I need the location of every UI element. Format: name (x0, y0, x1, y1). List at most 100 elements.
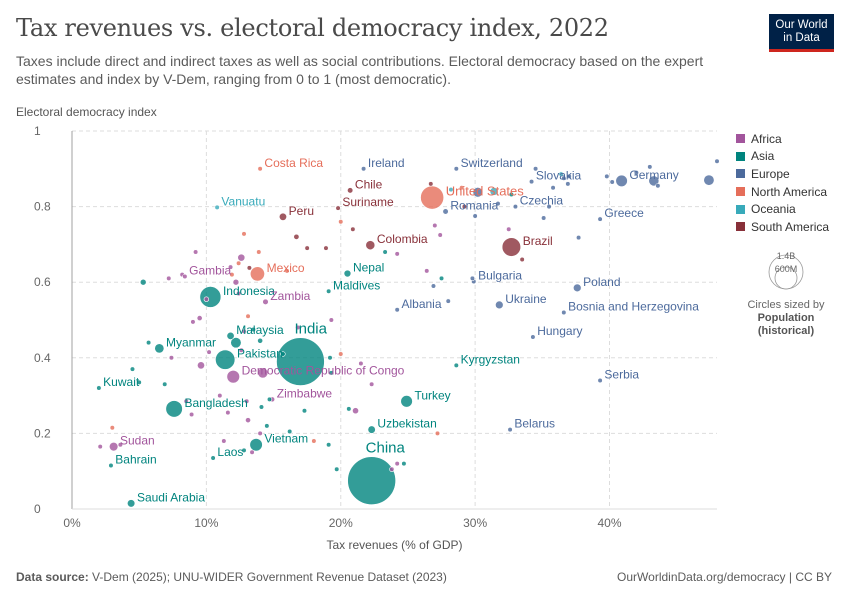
point (166, 275, 172, 282)
point-albania (394, 307, 400, 313)
point (565, 181, 571, 187)
point-label: Saudi Arabia (137, 490, 205, 504)
legend-item-south-america[interactable]: South America (736, 218, 829, 236)
point-label: Greece (604, 206, 644, 220)
point-kuwait (96, 385, 102, 391)
footer-source: Data source: V-Dem (2025); UNU-WIDER Gov… (16, 570, 447, 584)
legend-label: North America (751, 184, 828, 199)
footer-url[interactable]: OurWorldinData.org/democracy | CC BY (617, 570, 832, 584)
point-label: Nepal (353, 261, 384, 275)
point-label: Uzbekistan (377, 417, 436, 431)
point-label: Bahrain (115, 453, 156, 467)
point (389, 466, 395, 472)
point (232, 278, 240, 286)
point-label: Kuwait (103, 375, 140, 389)
point-united-states (420, 185, 445, 210)
point-maldives (326, 288, 332, 294)
point-label: Belarus (514, 417, 555, 431)
point-label: Ireland (368, 156, 405, 170)
point (229, 272, 235, 278)
point (117, 442, 123, 448)
point (250, 326, 257, 333)
point-slovakia (528, 179, 535, 185)
point (703, 174, 715, 186)
point (327, 355, 333, 361)
point (369, 381, 375, 387)
point-chile (347, 187, 354, 194)
point (225, 410, 231, 416)
point-label: Gambia (189, 264, 231, 278)
legend-item-africa[interactable]: Africa (736, 130, 829, 148)
point-label: Pakistan (237, 347, 283, 361)
point (519, 256, 525, 263)
point (293, 233, 300, 240)
point-label: Switzerland (461, 156, 523, 170)
point (311, 438, 317, 444)
legend-label: Oceania (751, 202, 796, 217)
point (401, 461, 407, 467)
y-tick-label: 0 (34, 502, 41, 516)
point-switzerland (453, 166, 459, 172)
y-tick-label: 0.8 (34, 200, 51, 214)
legend-item-asia[interactable]: Asia (736, 148, 829, 166)
legend-item-europe[interactable]: Europe (736, 165, 829, 183)
point (546, 204, 552, 210)
point (236, 290, 242, 297)
point (394, 461, 400, 467)
legend-item-north-america[interactable]: North America (736, 183, 829, 201)
legend-label: Africa (751, 131, 782, 146)
point (346, 406, 352, 412)
point-germany (615, 174, 628, 188)
point-label: Colombia (377, 232, 428, 246)
point (566, 173, 572, 179)
size-legend-circle-small (774, 266, 798, 290)
point (350, 226, 356, 232)
logo-line-2: in Data (783, 31, 820, 44)
legend-item-oceania[interactable]: Oceania (736, 200, 829, 218)
point (495, 200, 501, 207)
chart-subtitle: Taxes include direct and indirect taxes … (16, 53, 704, 87)
point-costa-rica (257, 166, 263, 172)
point-bangladesh (165, 400, 183, 418)
point-bosnia-and-herzegovina (561, 309, 567, 316)
point (633, 169, 639, 176)
point (428, 181, 434, 187)
point (338, 351, 344, 357)
point-label: Turkey (414, 388, 450, 402)
point (221, 438, 227, 444)
point-czechia (512, 204, 519, 210)
point (508, 191, 515, 198)
region-legend: Africa Asia Europe North America Oceania Sout… (736, 130, 829, 236)
point-belarus (507, 427, 513, 433)
point (459, 185, 465, 191)
point (338, 219, 344, 225)
point (648, 175, 660, 187)
chart-title: Tax revenues vs. electoral democracy ind… (16, 14, 609, 42)
point-democratic-republic-of-congo (226, 370, 240, 384)
point-label: Bosnia and Herzegovina (568, 299, 699, 313)
x-axis-label: Tax revenues (% of GDP) (326, 538, 462, 552)
point (238, 347, 244, 353)
point (217, 393, 223, 399)
owid-logo[interactable]: Our World in Data (769, 14, 834, 52)
point-hungary (530, 334, 536, 340)
legend-swatch (736, 134, 745, 144)
x-tick-label: 30% (463, 516, 487, 530)
point-india (276, 337, 325, 386)
y-tick-label: 0.2 (34, 426, 51, 440)
point-malaysia (226, 331, 235, 340)
point-label: Ukraine (505, 292, 547, 306)
point (437, 232, 443, 238)
point (352, 407, 359, 415)
size-legend-big-label: 1.4B (777, 251, 796, 261)
point-label: Slovakia (536, 169, 582, 183)
point (97, 444, 103, 450)
point-label: Kyrgyzstan (461, 352, 520, 366)
point-label: Indonesia (223, 284, 275, 298)
point-bahrain (108, 462, 114, 469)
legend-swatch (736, 222, 745, 232)
point (550, 185, 556, 191)
point (301, 408, 308, 414)
point (241, 328, 247, 334)
